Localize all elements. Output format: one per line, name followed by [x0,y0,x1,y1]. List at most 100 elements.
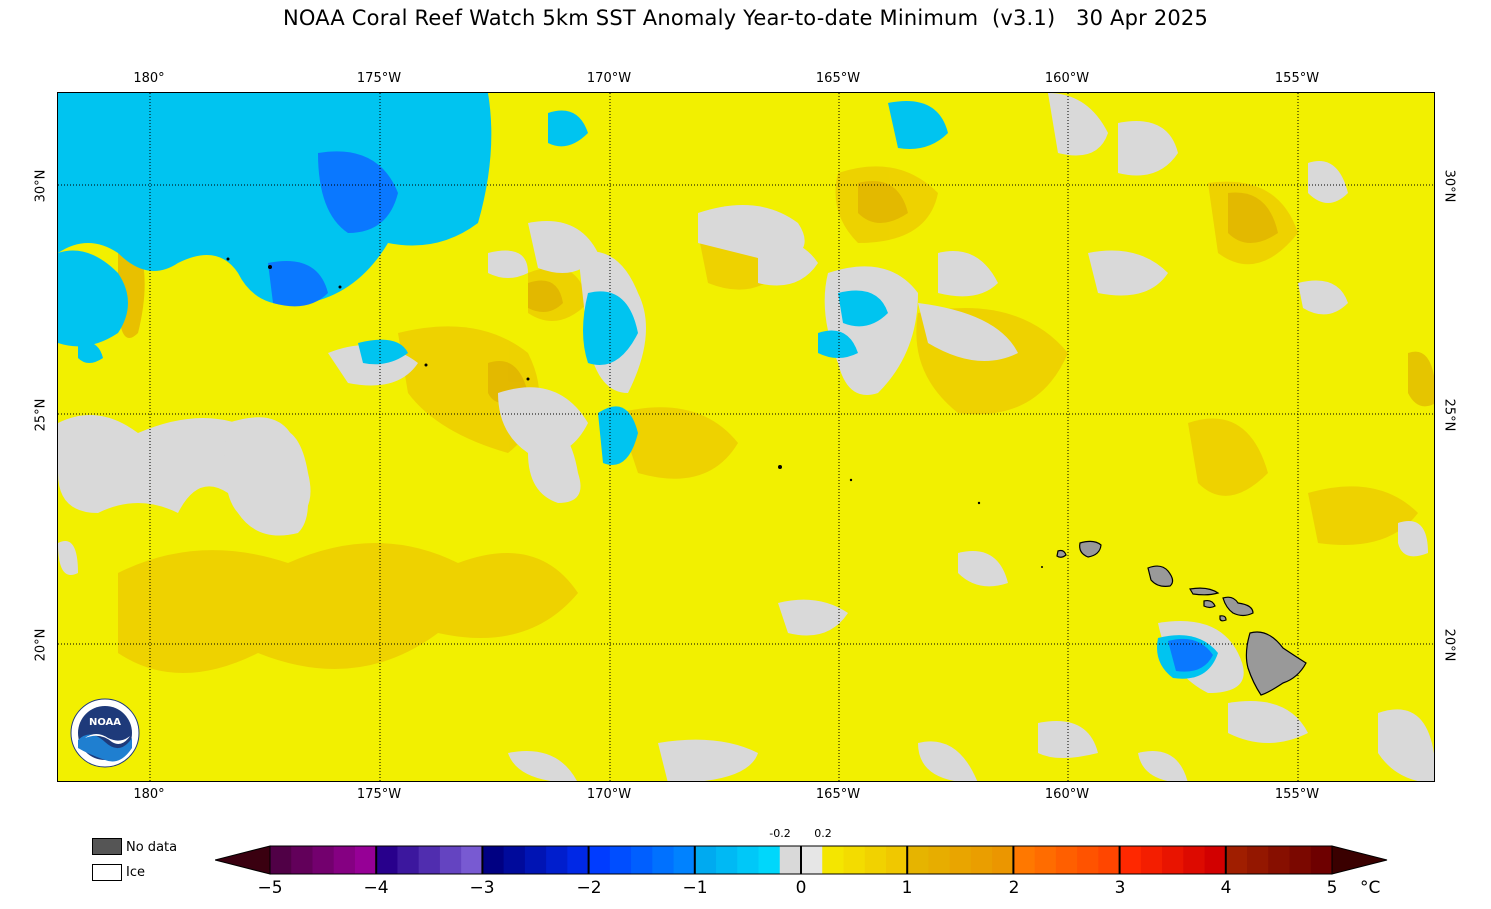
colorbar-cell [1183,846,1206,874]
colorbar-small-tick: -0.2 [769,827,791,840]
colorbar-cell [907,846,929,874]
colorbar-tick: −4 [363,878,389,898]
ice-swatch [92,864,122,881]
colorbar-cell [1162,846,1184,874]
colorbar-cell [652,846,675,874]
colorbar-cell [588,846,611,874]
colorbar-tick: 2 [1008,878,1020,898]
colorbar-cell [631,846,653,874]
oahu-island [1147,565,1174,587]
sst-anomaly-map[interactable] [57,92,1435,782]
lon-label-bottom: 180° [133,787,165,802]
colorbar-cell [1268,846,1291,874]
colorbar-cell [758,846,781,874]
colorbar-cell [737,846,760,874]
small-atolls [226,257,1043,568]
no-data-swatch [92,838,122,855]
colorbar-tick: −5 [257,878,283,898]
colorbar-cell [864,846,887,874]
colorbar-cell [992,846,1014,874]
colorbar-cell [949,846,972,874]
colorbar-dividers [375,846,1227,874]
kauai-island [1079,540,1102,558]
lon-label-bottom: 160°W [1044,787,1090,802]
colorbar-tick: −3 [469,878,495,898]
lat-label-right: 30°N [1441,169,1457,203]
colorbar-tick: 4 [1220,878,1232,898]
lon-label-top: 160°W [1044,71,1090,86]
lon-label-bottom: 155°W [1274,787,1320,802]
colorbar-high-arrow [1331,845,1388,875]
colorbar-cell [1310,846,1333,874]
lon-label-top: 155°W [1274,71,1320,86]
colorbar-cell [482,846,505,874]
lanai-island [1203,599,1216,609]
colorbar-cell [928,846,951,874]
colorbar-cell [546,846,568,874]
lon-label-bottom: 175°W [356,787,402,802]
svg-text:NOAA: NOAA [89,717,121,728]
strong-cool-regions [268,151,1213,672]
maui-island [1222,596,1254,617]
colorbar-cell [970,846,993,874]
colorbar-cell [1247,846,1269,874]
lon-label-bottom: 170°W [586,787,632,802]
big-island [1245,631,1307,696]
colorbar-cell [1225,846,1248,874]
colorbar-cell [885,846,908,874]
hot-anomaly-regions [488,181,1434,407]
colorbar-cell [270,846,292,874]
colorbar-tick: −2 [576,878,602,898]
lat-label-left: 20°N [33,628,49,662]
colorbar-cell [1055,846,1078,874]
colorbar-cell [354,846,377,874]
colorbar-cell [673,846,696,874]
colorbar-cell [843,846,866,874]
colorbar-tick: 1 [901,878,913,898]
colorbar-cell [1013,846,1036,874]
colorbar-cell [1289,846,1312,874]
lon-label-top: 175°W [356,71,402,86]
colorbar-tick: −1 [682,878,708,898]
colorbar-cell [1098,846,1121,874]
colorbar-cell [503,846,526,874]
lon-label-top: 180° [133,71,165,86]
colorbar-cell [1034,846,1057,874]
colorbar-cell [694,846,717,874]
colorbar-cell [524,846,547,874]
colorbar-cell [333,846,356,874]
colorbar-cell [461,846,483,874]
lon-label-top: 165°W [815,71,861,86]
kahoolawe-island [1219,615,1227,622]
colorbar-cell [1140,846,1163,874]
colorbar-cell [1204,846,1227,874]
colorbar-cell [439,846,462,874]
colorbar-cell [609,846,632,874]
lat-label-right: 20°N [1441,628,1457,662]
molokai-island [1189,587,1220,596]
no-data-label: No data [126,840,178,855]
colorbar-tick: 3 [1114,878,1126,898]
graticule-lines [58,93,1434,781]
lat-label-left: 25°N [33,398,49,432]
noaa-logo: NOAA [70,698,140,768]
colorbar-cell [1119,846,1142,874]
hawaii-islands [1056,540,1307,696]
colorbar-cell [822,846,844,874]
colorbar-cell [779,846,802,874]
lat-label-left: 30°N [33,169,49,203]
colorbar-cell [376,846,398,874]
colorbar-cell [801,846,823,874]
colorbar-cell [716,846,738,874]
colorbar-frame [269,845,1333,875]
colorbar-unit: °C [1360,878,1381,898]
lon-label-bottom: 165°W [815,787,861,802]
colorbar-cells [270,846,1333,874]
colorbar [215,845,1388,875]
lon-label-top: 170°W [586,71,632,86]
colorbar-cell [418,846,441,874]
colorbar-cell [567,846,590,874]
colorbar-cell [397,846,420,874]
lat-label-right: 25°N [1441,398,1457,432]
niihau-island [1056,549,1067,558]
